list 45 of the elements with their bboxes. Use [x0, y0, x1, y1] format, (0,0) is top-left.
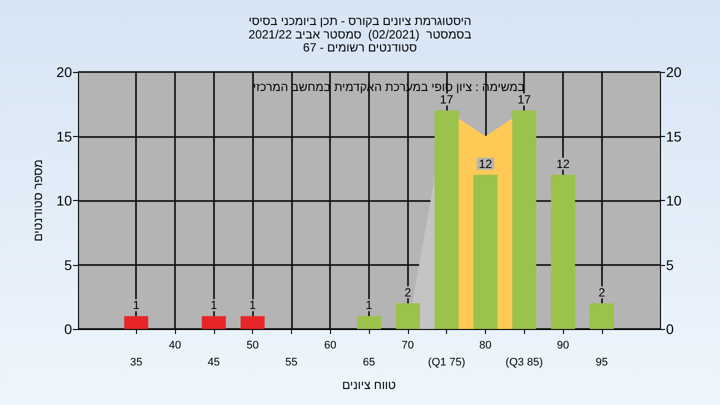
data-label: 17	[440, 92, 454, 107]
data-label: 1	[132, 298, 140, 312]
data-label: 2	[598, 285, 606, 300]
data-label: 1	[249, 298, 256, 312]
x-tick-label: (Q3 85)	[506, 356, 543, 368]
data-label: 2	[404, 285, 412, 300]
data-label: 12	[556, 156, 570, 171]
bar	[550, 174, 576, 329]
y-tick-label: 0	[64, 321, 72, 337]
chart-title: היסטוגרמת ציונים בקורס - תכן ביומכני בסיסי	[248, 14, 472, 28]
x-tick-label: 90	[556, 340, 570, 352]
x-tick-label: 65	[362, 356, 376, 368]
x-tick-label: 35	[130, 356, 142, 368]
bar	[356, 316, 382, 329]
x-tick-label: 50	[246, 340, 259, 352]
x-tick-label: 80	[479, 340, 492, 352]
x-tick-label: 70	[402, 340, 414, 352]
y2-tick-label: 5	[666, 256, 674, 273]
x-tick-label: 95	[596, 356, 608, 368]
bar	[473, 174, 498, 329]
y2-tick-label: 15	[666, 128, 682, 144]
bar	[124, 316, 148, 329]
y2-tick-label: 0	[666, 321, 674, 337]
x-tick-label: 45	[208, 356, 220, 368]
data-label: 1	[366, 298, 373, 312]
y-tick-label: 20	[56, 64, 72, 80]
y-axis-title: מספר סטודנטים	[31, 159, 45, 242]
chart-subtitle: בסמסטר (02/2021) סמסטר אביב 2021/22 סטודנטים רשומים - 67	[248, 28, 472, 54]
bar	[240, 316, 265, 329]
x-tick-label: 60	[324, 340, 336, 352]
x-tick-label: (Q1 75)	[428, 356, 466, 368]
y-tick-label: 5	[64, 256, 72, 273]
x-tick-label: 55	[285, 356, 298, 368]
y2-tick-label: 20	[666, 64, 682, 80]
x-tick-label: 40	[168, 340, 182, 352]
bar	[590, 303, 614, 329]
bar	[202, 316, 226, 329]
y2-tick-label: 10	[666, 192, 682, 208]
data-label: 12	[478, 156, 492, 171]
data-label: 1	[210, 298, 218, 312]
y-tick-label: 10	[56, 192, 72, 208]
data-label: 17	[518, 92, 532, 107]
y-tick-label: 15	[56, 128, 72, 144]
x-axis-title: טווח ציונים	[342, 378, 396, 392]
bar	[396, 303, 420, 329]
